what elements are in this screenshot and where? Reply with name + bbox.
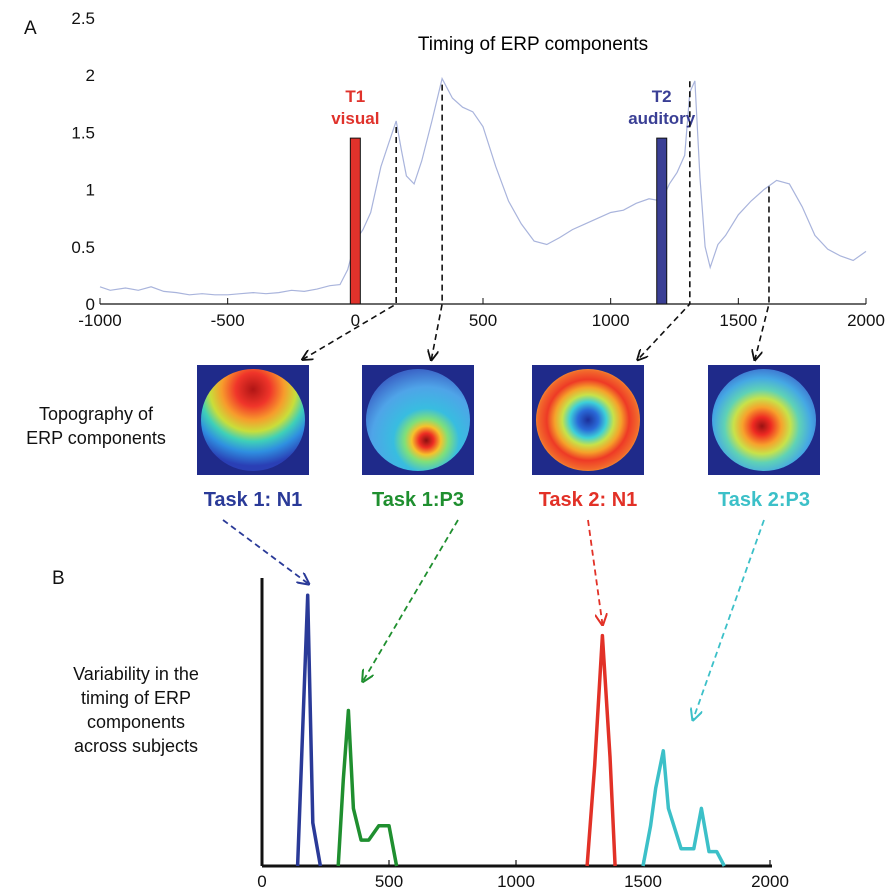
y-tick-label: 0: [86, 295, 95, 314]
t1-visual-bar: [349, 137, 361, 305]
x-tick-label: -1000: [78, 311, 121, 330]
label-to-distribution-arrow: [363, 519, 459, 680]
x-tick-label-b: 0: [257, 872, 266, 890]
topography-map: [708, 365, 820, 475]
topography-task-label: Task 2:P3: [718, 489, 810, 511]
topography-map: [362, 365, 474, 475]
t2-auditory-bar: [656, 137, 668, 305]
erp-line-chart: -1000 -500 0 500 1000 1500 2000 0 0.5 1 1.5 2 2.5 T…: [71, 9, 885, 359]
x-tick-label: 0: [351, 311, 360, 330]
x-tick-label-b: 500: [375, 872, 403, 890]
label-to-distribution-arrow: [222, 519, 308, 583]
variability-label-line: components: [87, 712, 185, 732]
y-tick-label: 2.5: [71, 9, 95, 28]
x-tick-label: 2000: [847, 311, 885, 330]
event-label-line2: auditory: [628, 109, 696, 128]
x-tick-label: 1000: [592, 311, 630, 330]
peak-connector-arrow: [431, 84, 443, 359]
variability-label-line: timing of ERP: [81, 688, 191, 708]
topography-map: [197, 365, 309, 475]
timing-distribution-line: [295, 593, 323, 867]
x-tick-label-b: 2000: [751, 872, 789, 890]
panel-a-label: A: [24, 18, 37, 39]
topography-label-line1: Topography of: [39, 404, 154, 424]
scalp-heatmap: [712, 369, 816, 471]
variability-label-line: Variability in the: [73, 664, 199, 684]
variability-line-chart: 0 500 1000 1500 2000: [257, 578, 789, 890]
timing-distribution-line: [641, 749, 726, 867]
x-tick-label-b: 1000: [497, 872, 535, 890]
y-tick-label: 1: [86, 181, 95, 200]
panel-b-label: B: [52, 568, 65, 589]
y-tick-label: 1.5: [71, 123, 95, 142]
topography-task-label: Task 1: N1: [204, 489, 303, 511]
timing-distribution-line: [585, 633, 617, 867]
x-tick-label: 1500: [719, 311, 757, 330]
peak-connector-arrow: [755, 186, 770, 359]
scalp-heatmap: [536, 369, 640, 471]
event-label-line1: T1: [345, 87, 365, 106]
scalp-heatmap: [366, 369, 470, 471]
scalp-heatmap: [201, 369, 305, 471]
event-label-line1: T2: [652, 87, 672, 106]
y-tick-label: 0.5: [71, 238, 95, 257]
label-to-distribution-arrow: [693, 519, 765, 719]
y-tick-label: 2: [86, 66, 95, 85]
peak-connector-arrow: [638, 81, 691, 359]
topography-task-label: Task 2: N1: [539, 489, 638, 511]
erp-trace-line: [99, 76, 867, 296]
topography-label-line2: ERP components: [26, 428, 166, 448]
timing-distribution-line: [336, 708, 399, 867]
x-tick-label-b: 1500: [624, 872, 662, 890]
x-tick-label: 500: [469, 311, 497, 330]
topography-task-label: Task 1:P3: [372, 489, 464, 511]
topography-map: [532, 365, 644, 475]
event-label-line2: visual: [331, 109, 379, 128]
variability-label-line: across subjects: [74, 736, 198, 756]
label-to-distribution-arrow: [587, 519, 602, 624]
chart-a-title: Timing of ERP components: [418, 34, 648, 55]
x-tick-label: -500: [211, 311, 245, 330]
